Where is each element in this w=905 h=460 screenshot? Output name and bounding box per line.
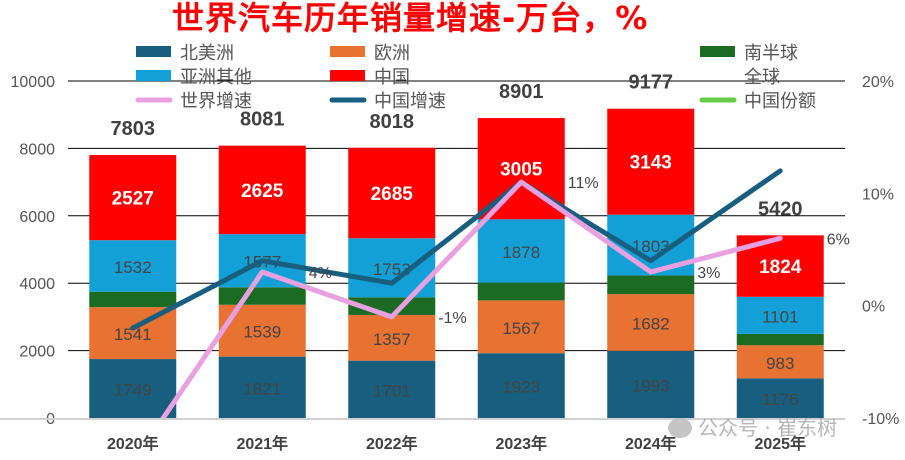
y-tick-label: 4000 bbox=[19, 276, 55, 293]
y-tick-label: 2000 bbox=[19, 344, 55, 361]
line-value-label: 3% bbox=[697, 265, 720, 282]
bar-value-label: 1993 bbox=[632, 376, 670, 395]
bar-value-label: 1821 bbox=[243, 379, 281, 398]
bar-value-label: 1567 bbox=[502, 319, 540, 338]
bar-segment bbox=[607, 275, 695, 295]
bar-segment bbox=[736, 296, 824, 334]
line-value-label: 6% bbox=[827, 231, 850, 248]
bar-segment bbox=[736, 333, 824, 346]
bar-segment bbox=[348, 314, 436, 361]
y-tick-label: 10000 bbox=[11, 74, 56, 91]
y2-tick-label: 20% bbox=[862, 74, 894, 91]
y2-tick-label: -10% bbox=[862, 411, 899, 428]
bar-value-label: 1176 bbox=[762, 390, 799, 409]
bar-value-label: 1749 bbox=[114, 381, 152, 400]
bar-value-label: 983 bbox=[766, 354, 794, 373]
bar-value-label: 1701 bbox=[373, 381, 411, 400]
line-value-label: -1% bbox=[438, 310, 466, 327]
total-label: 8901 bbox=[499, 81, 544, 103]
bar-segment bbox=[607, 294, 695, 351]
watermark: 公众号 · 崔东树 bbox=[668, 412, 837, 441]
wechat-icon bbox=[668, 418, 692, 438]
bar-segment bbox=[218, 287, 306, 305]
legend-label: 中国 bbox=[374, 67, 410, 88]
x-tick-label: 2024年 bbox=[625, 434, 677, 453]
legend-label: 亚洲其他 bbox=[180, 67, 252, 88]
bar-value-label: 1923 bbox=[502, 378, 540, 397]
line-value-label: 4% bbox=[309, 265, 332, 282]
legend-swatch bbox=[330, 70, 365, 81]
bar-segment bbox=[218, 145, 306, 235]
bar-value-label: 2527 bbox=[112, 189, 154, 210]
bar-segment bbox=[607, 350, 695, 418]
bar-segment bbox=[89, 155, 177, 241]
line-series bbox=[160, 179, 783, 418]
y2-tick-label: 10% bbox=[862, 186, 894, 203]
bar-value-label: 1682 bbox=[632, 314, 670, 333]
bar-segment bbox=[89, 359, 177, 418]
bar-segment bbox=[736, 378, 824, 418]
bar-value-label: 3143 bbox=[630, 153, 672, 174]
bar-value-label: 1357 bbox=[373, 330, 411, 349]
total-label: 5420 bbox=[758, 198, 803, 220]
line-series bbox=[130, 168, 783, 331]
total-label: 9177 bbox=[629, 72, 674, 94]
legend-label: 世界增速 bbox=[180, 91, 252, 112]
bar-segment bbox=[348, 147, 436, 239]
bar-segment bbox=[348, 360, 436, 418]
x-tick-label: 2020年 bbox=[107, 434, 159, 453]
legend-label: 全球 bbox=[744, 67, 780, 88]
bar-segment bbox=[477, 353, 565, 418]
total-label: 7803 bbox=[111, 118, 156, 140]
bar-segment bbox=[218, 356, 306, 418]
bar-segment bbox=[89, 240, 177, 292]
bar-value-label: 1878 bbox=[502, 243, 540, 262]
bar-value-label: 2685 bbox=[371, 184, 414, 205]
total-label: 8018 bbox=[370, 111, 415, 133]
bar-segment bbox=[477, 300, 565, 354]
legend-label: 北美洲 bbox=[180, 43, 234, 64]
bar-value-label: 1541 bbox=[114, 325, 152, 344]
y2-tick-label: 0% bbox=[862, 299, 885, 316]
bar-value-label: 1824 bbox=[759, 257, 802, 278]
legend-label: 中国增速 bbox=[374, 91, 446, 112]
y-tick-label: 6000 bbox=[19, 209, 55, 226]
legend-swatch bbox=[136, 70, 171, 81]
x-tick-label: 2023年 bbox=[495, 434, 547, 453]
legend-swatch bbox=[330, 46, 365, 57]
bar-segment bbox=[477, 282, 565, 301]
total-label: 8081 bbox=[240, 109, 285, 131]
x-tick-label: 2022年 bbox=[366, 434, 418, 453]
bar-value-label: 2625 bbox=[241, 181, 284, 202]
legend-label: 欧洲 bbox=[374, 43, 410, 64]
bar-segment bbox=[477, 219, 565, 283]
bar-value-label: 3005 bbox=[500, 160, 543, 181]
x-tick-label: 2021年 bbox=[236, 434, 288, 453]
chart-title: 世界汽车历年销量增速-万台，% bbox=[172, 0, 649, 37]
y-tick-label: 8000 bbox=[19, 141, 55, 158]
bar-segment bbox=[736, 345, 824, 379]
bar-segment bbox=[89, 291, 177, 308]
legend-label: 南半球 bbox=[744, 43, 798, 64]
line-value-label: 11% bbox=[568, 175, 599, 192]
bar-value-label: 1539 bbox=[243, 323, 281, 342]
legend-swatch bbox=[136, 46, 171, 57]
legend-swatch bbox=[700, 46, 735, 57]
x-tick-label: 2025年 bbox=[754, 434, 806, 453]
bar-value-label: 1532 bbox=[114, 258, 152, 277]
watermark-text: 公众号 · 崔东树 bbox=[698, 416, 838, 440]
bar-value-label: 1101 bbox=[762, 307, 799, 326]
bar-segment bbox=[607, 108, 695, 215]
legend-label: 中国份额 bbox=[744, 91, 816, 112]
